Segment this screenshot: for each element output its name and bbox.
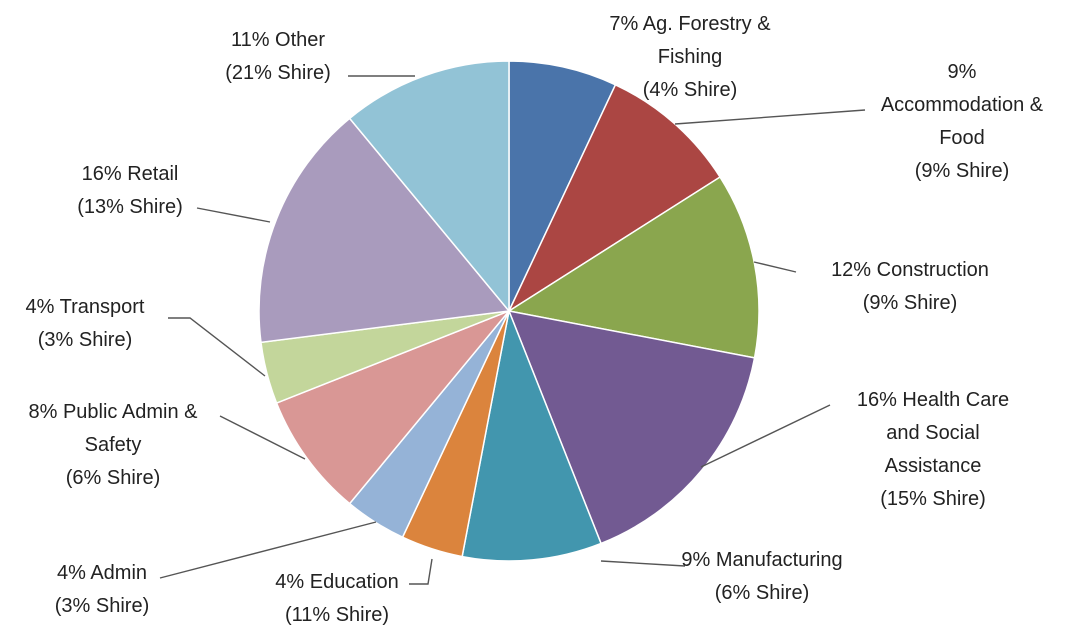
slice-label-line: 12% Construction (831, 259, 989, 281)
slice-label-admin: 4% Admin (3% Shire) (55, 562, 149, 617)
pie-slice-manufacturing (461, 308, 603, 562)
slice-label-transport: 4% Transport (3% Shire) (26, 296, 145, 351)
pie-slice-health (507, 310, 756, 545)
leader-line-retail (196, 207, 271, 223)
pie-slice-accom (507, 83, 722, 314)
slice-label-construction: 12% Construction (9% Shire) (831, 259, 989, 314)
slice-label-line: Assistance (885, 455, 982, 477)
leader-line-manufacturing (600, 560, 686, 567)
slice-label-line: 9% (948, 61, 977, 83)
leader-lines-layer (159, 75, 866, 585)
slice-label-line: (9% Shire) (863, 292, 957, 314)
slice-label-line: (11% Shire) (285, 604, 389, 626)
slice-label-health: 16% Health Care and Social Assistance (15% … (857, 389, 1009, 510)
labels-layer: 7% Ag. Forestry & Fishing (4% Shire) 9% Acco… (26, 13, 1044, 626)
slice-label-line: 16% Health Care (857, 389, 1009, 411)
slice-label-manufacturing: 9% Manufacturing (6% Shire) (681, 549, 842, 604)
slice-label-line: (6% Shire) (715, 582, 809, 604)
slice-label-line: and Social (886, 422, 979, 444)
slice-label-line: Food (939, 127, 985, 149)
slice-label-line: 4% Transport (26, 296, 145, 318)
pie-slice-construction (506, 176, 760, 359)
slice-label-line: (15% Shire) (880, 488, 986, 510)
leader-line-accom (674, 109, 866, 125)
slice-label-line: 16% Retail (82, 163, 179, 185)
slice-label-line: 7% Ag. Forestry & (609, 13, 771, 35)
pie-slice-ag (508, 60, 617, 312)
pie-slice-retail (258, 117, 511, 344)
slice-label-line: Safety (85, 434, 142, 456)
leader-line-public (219, 415, 306, 460)
slice-label-line: 11% Other (231, 29, 325, 51)
slice-label-line: Accommodation & (881, 94, 1044, 116)
pie-slice-public (275, 310, 510, 505)
leader-line-transport (168, 317, 266, 377)
slice-label-line: (4% Shire) (643, 79, 737, 101)
leader-line-construction (753, 261, 797, 273)
slice-label-line: (21% Shire) (225, 62, 331, 84)
slice-label-retail: 16% Retail (13% Shire) (77, 163, 183, 218)
slice-label-line: (13% Shire) (77, 196, 183, 218)
leader-line-admin (159, 521, 377, 579)
slice-label-line: 4% Admin (57, 562, 147, 584)
leader-line-health (700, 404, 831, 468)
pie-slice-other (348, 60, 510, 314)
slice-label-accom: 9% Accommodation & Food (9% Shire) (881, 61, 1044, 182)
slice-label-line: 4% Education (275, 571, 398, 593)
slice-label-line: (3% Shire) (55, 595, 149, 617)
slice-label-education: 4% Education (11% Shire) (275, 571, 398, 626)
slice-label-line: Fishing (658, 46, 722, 68)
slice-label-line: (9% Shire) (915, 160, 1009, 182)
slice-label-other: 11% Other (21% Shire) (225, 29, 331, 84)
leader-line-education (409, 558, 433, 585)
slice-label-line: 8% Public Admin & (29, 401, 199, 423)
slices-layer (258, 60, 760, 562)
slice-label-line: (6% Shire) (66, 467, 160, 489)
slice-label-public: 8% Public Admin & Safety (6% Shire) (29, 401, 199, 489)
slice-label-line: 9% Manufacturing (681, 549, 842, 571)
slice-label-ag: 7% Ag. Forestry & Fishing (4% Shire) (609, 13, 771, 101)
slice-label-line: (3% Shire) (38, 329, 132, 351)
